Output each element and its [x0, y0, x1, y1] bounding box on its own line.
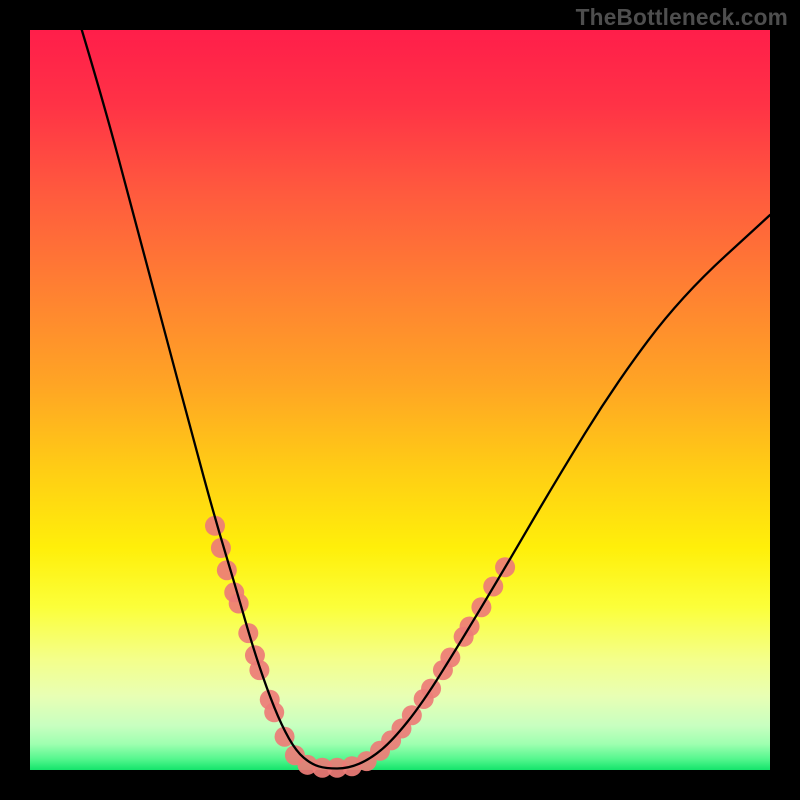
v-curve: [82, 30, 770, 769]
marker-dot: [217, 560, 237, 580]
curve-layer: [30, 30, 770, 770]
watermark-text: TheBottleneck.com: [576, 4, 788, 31]
chart-container: TheBottleneck.com: [0, 0, 800, 800]
marker-group: [205, 516, 515, 778]
plot-area: [30, 30, 770, 770]
